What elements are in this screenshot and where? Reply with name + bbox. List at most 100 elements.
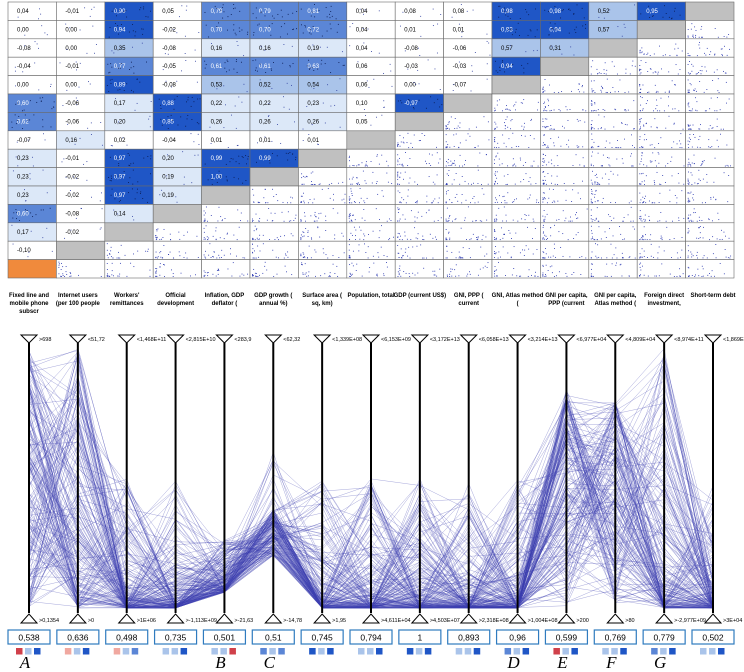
scatter-dot [106, 249, 108, 251]
matrix-cell [7, 1, 57, 21]
scatter-dot [542, 153, 544, 155]
scatter-dot [377, 252, 379, 254]
scatter-dot [376, 181, 378, 183]
scatter-dot [222, 17, 224, 19]
scatter-dot [204, 256, 206, 258]
scatter-dot [397, 161, 399, 163]
correlation-value: 0,19 [162, 193, 174, 199]
scatter-dot [130, 67, 132, 69]
scatter-dot [597, 244, 599, 246]
scatter-dot [582, 146, 584, 148]
scatter-dot [515, 165, 517, 167]
scatter-dot [84, 7, 86, 9]
matrix-cell [56, 112, 106, 132]
scatter-dot [133, 91, 134, 93]
matrix-cell [443, 167, 493, 187]
scatter-dot [204, 11, 206, 13]
scatter-dot [495, 252, 497, 254]
scatter-dot [725, 81, 727, 83]
scatter-dot [698, 128, 700, 130]
matrix-cell [394, 93, 444, 113]
scatter-dot [41, 25, 43, 27]
scatter-dot [34, 62, 36, 64]
scatter-dot [448, 175, 449, 176]
correlation-value: 0,60 [17, 101, 29, 107]
scatter-dot [438, 162, 440, 164]
scatter-dot [616, 158, 618, 160]
matrix-cell [394, 75, 444, 95]
scatter-dot [592, 127, 594, 129]
scatter-dot [62, 273, 64, 275]
scatter-dot [486, 266, 488, 268]
scatter-dot [253, 32, 255, 33]
scatter-dot [108, 36, 110, 38]
scatter-dot [691, 253, 693, 255]
matrix-cell [685, 1, 735, 21]
scatter-dot [350, 219, 352, 221]
scatter-dot [596, 257, 598, 259]
correlation-value: 0,31 [549, 46, 561, 52]
scatter-dot [523, 128, 525, 130]
scatter-dot [542, 238, 544, 240]
scatter-dot [263, 197, 265, 199]
scatter-dot [550, 125, 552, 126]
scatter-dot [348, 256, 350, 258]
axis-title: development [157, 301, 194, 307]
score-color-square [602, 648, 609, 655]
scatter-dot [583, 165, 585, 167]
matrix-cell [394, 130, 444, 150]
scatter-dot [639, 91, 641, 93]
scatter-dot [111, 262, 113, 264]
scatter-dot [203, 210, 205, 212]
correlation-value: -0,08 [162, 46, 176, 52]
scatter-dot [422, 239, 424, 240]
scatter-dot [118, 165, 120, 167]
scatter-dot [590, 200, 592, 202]
scatter-dot [357, 61, 359, 63]
scatter-dot [231, 275, 233, 277]
scatter-dot [314, 220, 316, 222]
scatter-dot [590, 80, 592, 82]
scatter-dot [505, 183, 507, 185]
scatter-dot [547, 126, 549, 128]
scatter-dot [594, 175, 596, 176]
scatter-dot [591, 133, 593, 135]
scatter-dot [509, 18, 511, 20]
scatter-dot [304, 273, 306, 275]
scatter-dot [728, 34, 730, 36]
scatter-dot [517, 22, 519, 24]
scatter-dot [191, 119, 193, 120]
scatter-dot [285, 271, 287, 273]
scatter-dot [391, 183, 393, 184]
scatter-dot [227, 268, 229, 270]
scatter-dot [609, 142, 611, 144]
top-range-handle-icon [264, 334, 283, 344]
scatter-dot [544, 118, 546, 120]
scatter-dot [466, 239, 467, 240]
scatter-dot [342, 181, 344, 183]
scatter-dot [355, 270, 357, 271]
scatter-dot [15, 123, 17, 125]
scatter-dot [447, 124, 449, 125]
scatter-dot [674, 84, 676, 86]
bottom-range-handle-icon [264, 613, 283, 624]
scatter-dot [544, 9, 546, 11]
scatter-dot [477, 183, 479, 185]
scatter-dot [603, 116, 605, 118]
scatter-dot [456, 193, 458, 195]
scatter-dot [11, 224, 13, 226]
scatter-dot [137, 188, 138, 190]
scatter-dot [308, 134, 310, 135]
scatter-dot [674, 195, 676, 196]
scatter-dot [591, 91, 593, 93]
scatter-dot [448, 128, 450, 130]
scatter-dot [576, 118, 578, 120]
scatter-dot [268, 208, 270, 209]
scatter-dot [691, 146, 693, 148]
scatter-dot [226, 180, 228, 182]
scatter-dot [352, 214, 353, 216]
scatter-dot [544, 79, 546, 80]
matrix-cell [685, 259, 735, 279]
scatter-dot [235, 127, 237, 129]
scatter-dot [100, 227, 102, 229]
